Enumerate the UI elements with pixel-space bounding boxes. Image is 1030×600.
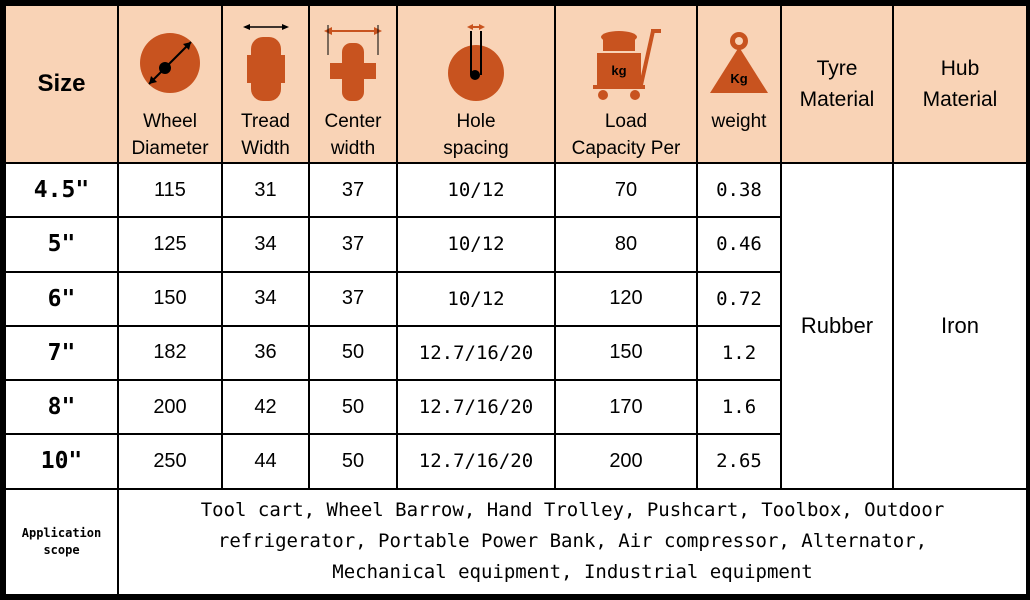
tread-cell: 36 [221, 324, 310, 382]
table-row: 6" 150 34 37 10/12 120 0.72 [4, 270, 1027, 327]
header-label: Wheel [143, 111, 197, 132]
table-row: 8" 200 42 50 12.7/16/20 170 1.6 [4, 378, 1027, 436]
application-line: Mechanical equipment, Industrial equipme… [332, 561, 813, 584]
header-label: Tread [241, 111, 290, 132]
load-cell: 120 [554, 270, 698, 327]
tread-width-icon [242, 24, 289, 101]
application-text: Tool cart, Wheel Barrow, Hand Trolley, P… [117, 487, 1028, 596]
load-cell: 80 [554, 216, 698, 273]
load-cell: 170 [554, 378, 698, 436]
table-row: 5" 125 34 37 10/12 80 0.46 [4, 216, 1027, 273]
table-row: 10" 250 44 50 12.7/16/20 200 2.65 [4, 433, 1027, 490]
diameter-cell: 150 [117, 270, 223, 327]
application-line: Tool cart, Wheel Barrow, Hand Trolley, P… [200, 499, 945, 522]
load-cell: 200 [554, 433, 698, 490]
size-cell: 4.5" [4, 161, 119, 219]
header-size: Size [4, 4, 119, 164]
table-row: 7" 182 36 50 12.7/16/20 150 1.2 [4, 324, 1027, 382]
header-label: width [330, 138, 376, 159]
spec-table: Size Wheel Diameter [4, 4, 1028, 596]
center-width-icon [324, 25, 382, 101]
diameter-cell: 250 [117, 433, 223, 490]
wheel-diameter-icon [140, 33, 200, 93]
center-cell: 37 [308, 161, 398, 219]
hole-cell: 10/12 [396, 161, 556, 219]
size-cell: 5" [4, 216, 119, 273]
tread-cell: 34 [221, 216, 310, 273]
center-cell: 50 [308, 324, 398, 382]
size-cell: 6" [4, 270, 119, 327]
size-cell: 8" [4, 378, 119, 436]
header-label: spacing [443, 138, 509, 159]
header-label: weight [711, 111, 767, 132]
weight-cell: 0.38 [696, 161, 782, 219]
hole-cell: 12.7/16/20 [396, 378, 556, 436]
header-label: Load [604, 111, 648, 132]
hole-cell: 10/12 [396, 216, 556, 273]
header-row: Size Wheel Diameter [4, 4, 1028, 164]
hole-cell: 12.7/16/20 [396, 433, 556, 490]
load-cell: 70 [554, 161, 698, 219]
application-label: Application scope [4, 487, 119, 596]
header-tyre-material: Tyre Material [780, 4, 894, 164]
header-label: Hub [940, 57, 980, 80]
header-tread-width: Tread Width [221, 4, 310, 164]
header-label: Capacity Per [571, 138, 681, 159]
tread-cell: 31 [221, 161, 310, 219]
header-center-width: Center width [308, 4, 398, 164]
hole-cell: 12.7/16/20 [396, 324, 556, 382]
header-load-capacity: kg Load Capacity Per [554, 4, 698, 164]
diameter-cell: 115 [117, 161, 223, 219]
center-cell: 50 [308, 378, 398, 436]
size-cell: 7" [4, 324, 119, 382]
application-label-line: Application [21, 525, 102, 540]
diameter-cell: 125 [117, 216, 223, 273]
load-kg-label: kg [611, 63, 626, 78]
weight-cell: 0.72 [696, 270, 782, 327]
hole-spacing-icon [448, 24, 504, 101]
weight-icon: Kg [710, 32, 768, 93]
header-label: Diameter [131, 138, 209, 159]
header-label: Tyre [816, 57, 858, 80]
diameter-cell: 182 [117, 324, 223, 382]
diameter-cell: 200 [117, 378, 223, 436]
tread-cell: 44 [221, 433, 310, 490]
header-label: Material [799, 88, 875, 111]
load-cell: 150 [554, 324, 698, 382]
load-cart-icon: kg [593, 29, 661, 100]
weight-cell: 0.46 [696, 216, 782, 273]
header-wheel-diameter: Wheel Diameter [117, 4, 223, 164]
tread-cell: 34 [221, 270, 310, 327]
application-row: Application scope Tool cart, Wheel Barro… [4, 487, 1028, 596]
weight-cell: 1.6 [696, 378, 782, 436]
weight-cell: 1.2 [696, 324, 782, 382]
center-cell: 37 [308, 216, 398, 273]
header-label: Center [324, 111, 382, 132]
table-row: 4.5" 115 31 37 10/12 70 0.38 Rubber Iron [4, 161, 1028, 490]
weight-cell: 2.65 [696, 433, 782, 490]
application-label-line: scope [43, 542, 80, 557]
header-label: Width [241, 138, 290, 159]
center-cell: 37 [308, 270, 398, 327]
hub-material-cell: Iron [892, 162, 1028, 490]
hole-cell: 10/12 [396, 270, 556, 327]
weight-kg-label: Kg [730, 71, 747, 86]
center-cell: 50 [308, 433, 398, 490]
size-cell: 10" [4, 433, 119, 490]
application-line: refrigerator, Portable Power Bank, Air c… [217, 530, 928, 553]
header-label: Hole [456, 111, 496, 132]
tyre-material-cell: Rubber [780, 162, 894, 490]
header-hole-spacing: Hole spacing [396, 4, 556, 164]
header-label: Material [922, 88, 998, 111]
header-hub-material: Hub Material [892, 4, 1028, 164]
tread-cell: 42 [221, 378, 310, 436]
header-weight: Kg weight . [696, 4, 782, 164]
